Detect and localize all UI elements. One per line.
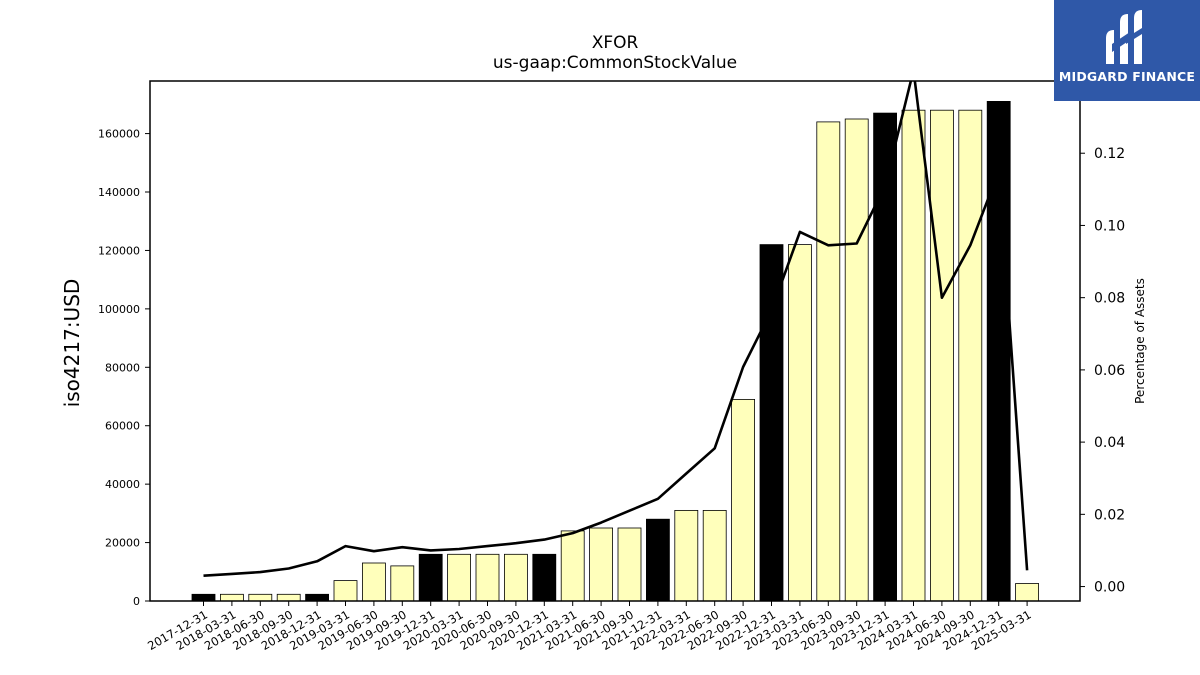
bar [560, 530, 585, 602]
bar [816, 121, 841, 602]
brand-logo: MIDGARD FINANCE [1054, 0, 1200, 101]
bar [1015, 583, 1039, 602]
bar [191, 593, 216, 602]
line-layer [203, 81, 1029, 577]
bar [930, 109, 954, 602]
bar [702, 509, 727, 602]
y-tick-label: 0 [133, 595, 140, 608]
bar [390, 565, 415, 602]
bar [731, 398, 755, 602]
bar [759, 244, 784, 602]
bar [418, 553, 443, 602]
bar [361, 562, 386, 602]
y2-tick-label: 0.10 [1094, 218, 1125, 234]
bar [333, 580, 358, 602]
bar [219, 593, 244, 602]
bar [276, 593, 301, 602]
bar [248, 593, 273, 602]
percentage-line [203, 81, 1029, 577]
brand-name: MIDGARD FINANCE [1058, 69, 1196, 84]
y-tick-label: 60000 [105, 420, 140, 433]
y2-axis-label: Percentage of Assets [1133, 278, 1147, 404]
y-tick-label: 40000 [105, 478, 140, 491]
y2-tick-label: 0.00 [1094, 580, 1125, 596]
y2-tick-label: 0.08 [1094, 291, 1125, 307]
bar [447, 553, 472, 602]
bar [646, 518, 670, 602]
y-tick-label: 20000 [105, 537, 140, 550]
y2-tick-label: 0.02 [1094, 507, 1125, 523]
bar [844, 118, 869, 602]
y2-tick-label: 0.12 [1094, 146, 1125, 162]
y-axis-label: iso4217:USD [60, 279, 84, 408]
bars-layer [191, 101, 1039, 602]
bar [958, 109, 983, 602]
y-tick-label: 120000 [98, 244, 140, 257]
y-tick-label: 100000 [98, 303, 140, 316]
chart-title: XFOR [592, 33, 639, 53]
bar [674, 509, 699, 602]
bar [901, 109, 926, 602]
plot-frame [149, 80, 1081, 602]
brand-mark-icon [1106, 10, 1142, 64]
y-tick-label: 140000 [98, 186, 140, 199]
y2-tick-label: 0.06 [1094, 363, 1125, 379]
bar [532, 553, 557, 602]
chart-subtitle: us-gaap:CommonStockValue [493, 53, 737, 73]
axes-layer: 0 20000 40000 60000 80000 100000 120000 140000 1… [98, 128, 1125, 653]
bar [617, 527, 642, 602]
bar [589, 527, 613, 602]
y2-tick-label: 0.04 [1094, 435, 1125, 451]
y-tick-label: 80000 [105, 361, 140, 374]
bar [475, 553, 500, 602]
bar [788, 244, 812, 602]
y-tick-label: 160000 [98, 128, 140, 141]
bar [503, 553, 528, 602]
bar [305, 593, 330, 602]
